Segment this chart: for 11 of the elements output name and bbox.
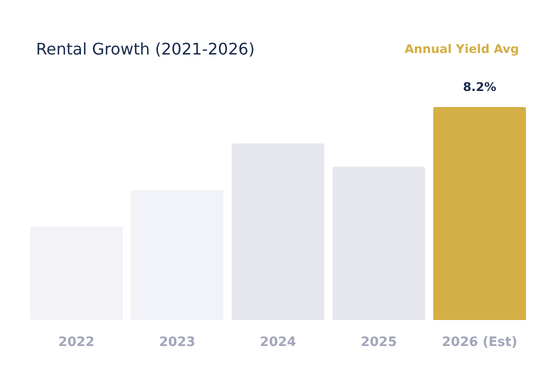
x-tick-label: 2022 — [58, 335, 94, 350]
bar — [433, 107, 526, 320]
chart-title: Rental Growth (2021-2026) — [36, 40, 255, 58]
x-tick-label: 2025 — [360, 335, 397, 350]
x-tick-label: 2024 — [260, 335, 296, 350]
x-tick-label: 2023 — [159, 335, 196, 350]
bar — [232, 143, 324, 320]
data-label: 8.2% — [462, 80, 496, 94]
chart-subtitle: Annual Yield Avg — [404, 42, 520, 56]
x-tick-label: 2026 (Est) — [442, 335, 518, 350]
bar — [332, 166, 426, 320]
